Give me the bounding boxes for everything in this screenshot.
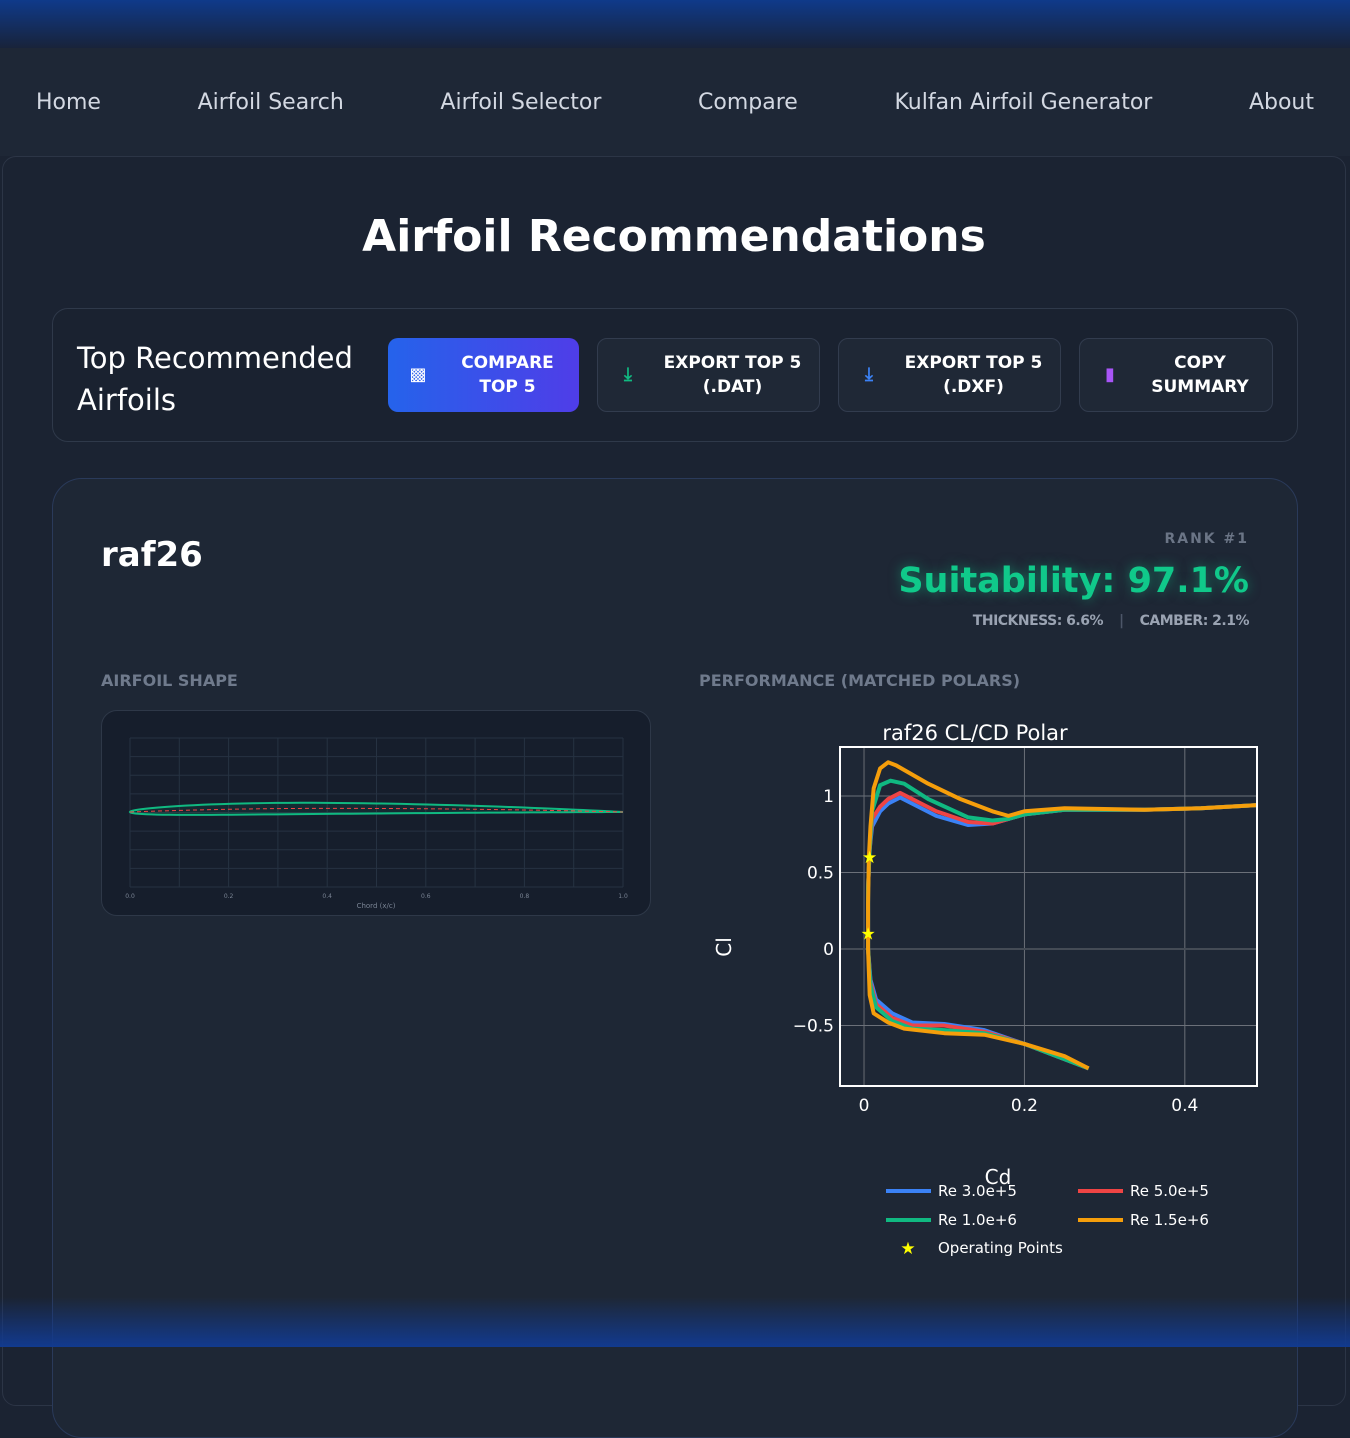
airfoil-shape-chart: 0.0 0.2 0.4 0.6 0.8 1.0 Chord (x/c) [101,710,651,916]
page-title: Airfoil Recommendations [362,211,986,262]
download-icon: ⤓ [865,364,873,385]
copy-summary-button[interactable]: ▮ COPY SUMMARY [1079,338,1273,412]
x-tick-label: 0.8 [520,893,530,900]
polar-series-line [866,790,1258,1071]
nav-compare[interactable]: Compare [698,89,798,115]
airfoil-stats: THICKNESS: 6.6% | CAMBER: 2.1% [972,613,1250,629]
compare-top5-button[interactable]: ▩ COMPARE TOP 5 [388,338,579,412]
rank-label: RANK #1 [1164,531,1249,547]
shape-section-label: AIRFOIL SHAPE [101,671,238,690]
export-dxf-button[interactable]: ⤓ EXPORT TOP 5 (.DXF) [838,338,1061,412]
polar-series-line [866,760,1258,1071]
operating-point-star: ★ [862,848,877,868]
suitability-score: Suitability: 97.1% [898,561,1249,601]
legend-star-icon: ★ [900,1239,915,1259]
polar-chart: raf26 CL/CD Polar 0 0.2 0.410.50−0.5★★ Cd … [712,721,1258,1259]
nav-airfoil-selector[interactable]: Airfoil Selector [440,89,602,115]
x-tick-label: 0.2 [224,893,234,900]
main-nav: Home Airfoil Search Airfoil Selector Com… [0,48,1350,156]
y-tick-label: 1 [823,787,834,807]
shape-xlabel: Chord (x/c) [357,902,396,910]
x-tick-label: 0 [859,1096,870,1116]
export-dat-button[interactable]: ⤓ EXPORT TOP 5 (.DAT) [597,338,820,412]
y-axis-label: Cl [712,937,736,957]
y-tick-label: −0.5 [793,1017,834,1037]
nav-about[interactable]: About [1248,89,1314,115]
legend-label: Re 1.0e+6 [938,1211,1017,1229]
camber-line [129,807,624,813]
operating-point-star: ★ [860,925,875,945]
x-tick-label: 0.4 [1171,1096,1198,1116]
nav-kulfan-generator[interactable]: Kulfan Airfoil Generator [894,89,1153,115]
legend-label: Re 1.5e+6 [1130,1211,1209,1229]
airfoil-shape-svg: 0.0 0.2 0.4 0.6 0.8 1.0 Chord (x/c) [125,737,628,910]
nav-home[interactable]: Home [36,89,101,115]
chart-title: raf26 CL/CD Polar [882,721,1068,745]
legend-label: Operating Points [938,1239,1063,1257]
plot-frame [839,746,1258,1087]
x-tick-label: 1.0 [618,893,628,900]
y-tick-label: 0.5 [807,863,834,883]
performance-section-label: PERFORMANCE (MATCHED POLARS) [699,671,1021,690]
thickness-stat: THICKNESS: 6.6% [972,613,1104,629]
x-tick-label: 0.0 [125,893,135,900]
airfoil-name: raf26 [101,535,203,575]
x-tick-label: 0.2 [1011,1096,1038,1116]
legend-label: Re 3.0e+5 [938,1182,1017,1200]
nav-airfoil-search[interactable]: Airfoil Search [197,89,344,115]
x-tick-label: 0.4 [322,893,332,900]
divider: | [1119,613,1124,629]
camber-stat: CAMBER: 2.1% [1139,613,1250,629]
x-axis-label: Cd [985,1165,1012,1189]
download-icon: ⤓ [624,364,632,385]
airfoil-card: raf26 RANK #1 Suitability: 97.1% THICKNE… [52,478,1298,1438]
layers-icon: ▩ [409,364,427,385]
y-tick-label: 0 [823,940,834,960]
clipboard-icon: ▮ [1105,364,1115,385]
main-panel: Airfoil Recommendations Top Recommended … [2,156,1346,1438]
recommendation-toolbar: Top Recommended Airfoils ▩ COMPARE TOP 5 … [52,308,1298,442]
top-bar [0,0,1350,48]
toolbar-title: Top Recommended Airfoils [77,341,353,417]
legend-label: Re 5.0e+5 [1130,1182,1209,1200]
x-tick-label: 0.6 [421,893,431,900]
